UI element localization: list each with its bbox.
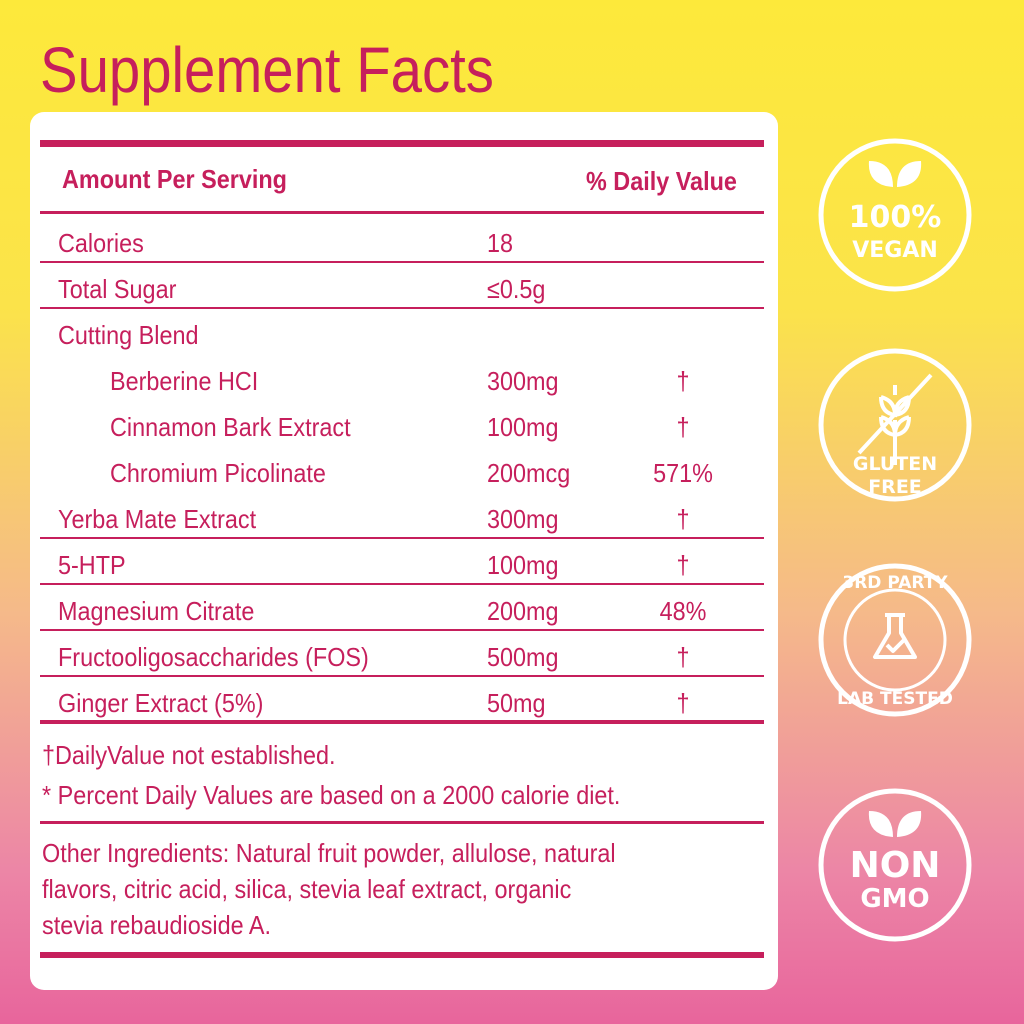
other-ingredients: flavors, citric acid, silica, stevia lea… [42, 874, 572, 904]
ingredient-name: Yerba Mate Extract [58, 504, 257, 534]
ingredient-dv: † [676, 688, 690, 718]
badge-text: LAB TESTED [837, 689, 953, 709]
ingredient-dv: † [676, 642, 690, 672]
badge-ring [818, 788, 972, 942]
ingredient-dv: † [676, 366, 690, 396]
rule [40, 821, 764, 824]
ingredient-amount: ≤0.5g [487, 274, 546, 304]
ingredient-amount: 50mg [487, 688, 546, 718]
ingredient-name: Magnesium Citrate [58, 596, 255, 626]
ingredient-dv: † [676, 412, 690, 442]
rule [40, 583, 764, 585]
ingredient-amount: 500mg [487, 642, 559, 672]
badge-text: NON [850, 845, 941, 886]
badge-text: GMO [860, 884, 929, 914]
ingredient-dv: † [676, 550, 690, 580]
ingredient-name: 5-HTP [58, 550, 126, 580]
ingredient-name: Berberine HCI [110, 366, 259, 396]
flask-icon [873, 613, 917, 659]
title: Supplement Facts [40, 34, 494, 106]
ingredient-name: Cutting Blend [58, 320, 199, 350]
ingredient-dv: 571% [653, 458, 713, 488]
rule [40, 952, 764, 958]
rule [40, 261, 764, 263]
rule [40, 675, 764, 677]
ingredient-name: Cinnamon Bark Extract [110, 412, 351, 442]
rule [40, 140, 764, 147]
header-amount: Amount Per Serving [62, 164, 287, 194]
footnote: †DailyValue not established. [42, 740, 336, 770]
rule [40, 720, 764, 724]
ingredient-name: Fructooligosaccharides (FOS) [58, 642, 369, 672]
ingredient-amount: 300mg [487, 504, 559, 534]
rule [40, 307, 764, 309]
badge-text: 100% [849, 200, 942, 235]
ingredient-amount: 100mg [487, 412, 559, 442]
ingredient-amount: 200mcg [487, 458, 571, 488]
wheat-icon [857, 373, 933, 465]
facts-panel [30, 112, 778, 990]
ingredient-amount: 300mg [487, 366, 559, 396]
leaf-icon [868, 161, 922, 187]
ingredient-name: Calories [58, 228, 144, 258]
ingredient-name: Chromium Picolinate [110, 458, 326, 488]
ingredient-dv: † [676, 504, 690, 534]
rule [40, 537, 764, 539]
leaf-icon [868, 811, 922, 837]
badge-text: FREE [868, 476, 922, 498]
header-dv: % Daily Value [586, 166, 737, 196]
ingredient-dv: 48% [659, 596, 707, 626]
rule [40, 629, 764, 631]
ingredient-amount: 100mg [487, 550, 559, 580]
ingredient-amount: 18 [487, 228, 514, 258]
ingredient-name: Total Sugar [58, 274, 177, 304]
ingredient-name: Ginger Extract (5%) [58, 688, 264, 718]
badge-text: VEGAN [852, 238, 938, 263]
rule [40, 211, 764, 214]
badge-text: 3RD PARTY [842, 573, 948, 593]
badge-ring [818, 348, 972, 502]
other-ingredients: Other Ingredients: Natural fruit powder,… [42, 838, 616, 868]
badge-inner-ring [843, 588, 947, 692]
badge-ring [818, 138, 972, 292]
badge-text: GLUTEN [853, 453, 937, 475]
badge-ring [818, 563, 972, 717]
ingredient-amount: 200mg [487, 596, 559, 626]
other-ingredients: stevia rebaudioside A. [42, 910, 271, 940]
footnote: * Percent Daily Values are based on a 20… [42, 780, 621, 810]
